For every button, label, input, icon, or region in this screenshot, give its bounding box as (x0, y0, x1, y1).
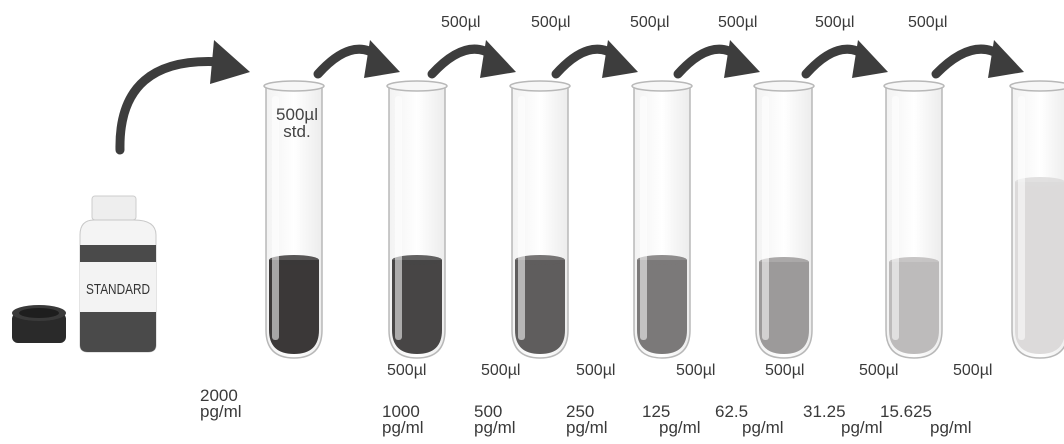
concentration-value: 2000 (200, 386, 238, 405)
diluent-volume-5: 500µl (765, 362, 805, 379)
concentration-value: 500 (474, 402, 503, 421)
transfer-volume-6: 500µl (908, 14, 948, 31)
concentration-value: 15.625 (880, 402, 932, 421)
concentration-unit: pg/ml (742, 418, 784, 437)
concentration-label: 1000 pg/ml (382, 402, 424, 437)
tube-liquid (889, 262, 939, 354)
diluent-volume-3: 500µl (576, 362, 616, 379)
concentration-unit: pg/ml (474, 418, 516, 437)
standard-bottle-icon (79, 195, 157, 353)
concentration-unit: pg/ml (382, 418, 424, 437)
concentration-value: 62.5 (715, 402, 749, 421)
concentration-value: 31.25 (803, 402, 846, 421)
concentration-value: 1000 (382, 402, 420, 421)
tube-liquid (392, 260, 442, 354)
tube-rack (263, 80, 1064, 359)
standard-tube-label: 500µl std. (266, 106, 328, 140)
transfer-volume-4: 500µl (718, 14, 758, 31)
concentration-unit: pg/ml (841, 418, 883, 437)
diluent-volume-6: 500µl (859, 362, 899, 379)
tube-liquid (515, 260, 565, 354)
diluent-volume-4: 500µl (676, 362, 716, 379)
tube-liquid (1015, 182, 1064, 354)
curved-arrow-icon (931, 40, 1024, 79)
test-tube-icon (753, 80, 815, 359)
concentration-value: 125 (642, 402, 671, 421)
curved-arrow-icon (313, 40, 400, 79)
test-tube-icon (509, 80, 571, 359)
concentration-value: 250 (566, 402, 595, 421)
curved-arrow-icon (551, 40, 638, 79)
concentration-label: 125 pg/ml (642, 402, 701, 437)
bottle-cap-icon (12, 305, 66, 343)
diluent-volume-2: 500µl (481, 362, 521, 379)
concentration-label: 250 pg/ml (566, 402, 608, 437)
curved-arrow-icon (115, 40, 250, 155)
diluent-volume-7: 500µl (953, 362, 993, 379)
transfer-volume-1: 500µl (441, 14, 481, 31)
diluent-volume-1: 500µl (387, 362, 427, 379)
test-tube-icon (883, 80, 945, 359)
concentration-unit: pg/ml (566, 418, 608, 437)
concentration-label: 31.25 pg/ml (803, 402, 883, 437)
concentration-unit: pg/ml (930, 418, 972, 437)
concentration-label: 62.5 pg/ml (715, 402, 784, 437)
transfer-volume-5: 500µl (815, 14, 855, 31)
concentration-unit: pg/ml (200, 402, 242, 421)
test-tube-icon (631, 80, 693, 359)
concentration-label: 2000 pg/ml (200, 386, 242, 421)
test-tube-icon (1009, 80, 1064, 359)
curved-arrow-icon (801, 40, 888, 79)
curved-arrow-icon (427, 40, 516, 79)
test-tube-icon (386, 80, 448, 359)
standard-abbrev: std. (283, 122, 311, 141)
transfer-volume-2: 500µl (531, 14, 571, 31)
curved-arrow-icon (673, 40, 760, 79)
concentration-unit: pg/ml (659, 418, 701, 437)
transfer-arrows (115, 40, 1024, 155)
standard-volume: 500µl (276, 105, 318, 124)
transfer-volume-3: 500µl (630, 14, 670, 31)
tube-liquid (637, 260, 687, 354)
concentration-label: 15.625 pg/ml (880, 402, 972, 437)
concentration-label: 500 pg/ml (474, 402, 516, 437)
tube-liquid (759, 262, 809, 354)
test-tube-icon (263, 80, 325, 359)
tube-liquid (269, 260, 319, 354)
bottle-label: STANDARD (86, 281, 150, 298)
